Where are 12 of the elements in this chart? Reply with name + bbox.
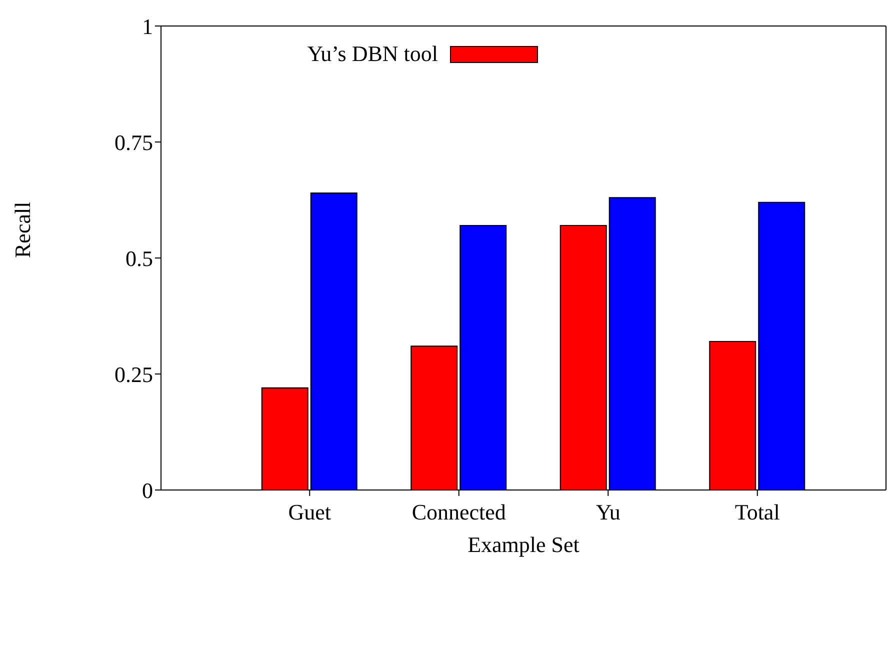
x-axis-title: Example Set (468, 532, 580, 557)
y-tick-label: 0.75 (114, 130, 153, 155)
y-axis-title: Recall (10, 202, 35, 258)
legend-label: Yu’s DBN tool (307, 41, 438, 67)
x-tick-label: Connected (412, 500, 506, 525)
y-tick-label: 0 (142, 478, 153, 503)
y-tick-label: 1 (142, 14, 153, 39)
y-tick-label: 0.5 (126, 246, 153, 271)
x-tick-label: Yu (596, 500, 620, 525)
x-tick-label: Total (734, 500, 780, 525)
y-tick-label: 0.25 (114, 362, 153, 387)
x-tick-label: Guet (288, 500, 332, 525)
